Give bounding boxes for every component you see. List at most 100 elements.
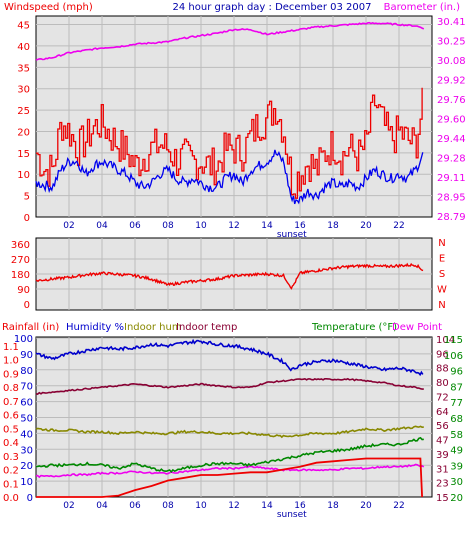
rainfall-tick-label: 0.4 bbox=[3, 438, 19, 449]
temperature-right-tick-label: 49 bbox=[450, 446, 463, 457]
humidity-tick-label: 40 bbox=[20, 429, 33, 440]
temperature-right-tick-label: 106 bbox=[444, 351, 463, 362]
humidity-line bbox=[35, 338, 424, 377]
barometer-axis-label: Barometer (in.) bbox=[384, 2, 460, 13]
temperature-right-tick-label: 115 bbox=[444, 335, 463, 346]
humidity-tick-label: 10 bbox=[20, 477, 33, 488]
barometer-line bbox=[35, 21, 425, 61]
rainfall-tick-label: 0.3 bbox=[3, 452, 19, 463]
compass-tick-label: N bbox=[438, 300, 445, 311]
barometer-tick-label: 30.25 bbox=[437, 37, 466, 48]
rainfall-tick-label: 0.1 bbox=[3, 479, 19, 490]
bottom-x-tick-label: 08 bbox=[162, 501, 174, 511]
wind-x-tick-label: 02 bbox=[63, 221, 74, 231]
barometer-tick-label: 29.44 bbox=[437, 134, 466, 145]
dew-point-line bbox=[35, 463, 425, 479]
temperature-left-tick-label: 31 bbox=[436, 464, 449, 475]
bottom-x-tick-label: 02 bbox=[63, 501, 74, 511]
wind-x-tick-label: 06 bbox=[129, 221, 141, 231]
humidity-tick-label: 60 bbox=[20, 398, 33, 409]
barometer-tick-label: 28.79 bbox=[437, 212, 466, 223]
wind-direction-grid bbox=[36, 238, 432, 310]
windspeed-tick-label: 15 bbox=[17, 149, 30, 160]
temperature-left-tick-label: 39 bbox=[436, 450, 449, 461]
wind-x-tick-label: 20 bbox=[360, 221, 372, 231]
bottom-x-tick-label: 20 bbox=[360, 501, 372, 511]
humidity-temperature-ticks: 02 04 06 08 10 12 14 16 18 20 22 sunset 0 10 20 30 40 50 6… bbox=[3, 334, 463, 520]
direction-degree-tick-label: 270 bbox=[11, 255, 30, 266]
temperature-right-tick-label: 58 bbox=[450, 430, 463, 441]
rainfall-tick-label: 0.9 bbox=[3, 369, 19, 380]
bottom-sunset-label: sunset bbox=[277, 510, 307, 520]
humidity-temperature-grid bbox=[36, 337, 432, 497]
bottom-x-tick-label: 06 bbox=[129, 501, 141, 511]
barometer-tick-label: 29.11 bbox=[437, 173, 466, 184]
barometer-tick-label: 29.28 bbox=[437, 154, 466, 165]
bottom-x-tick-label: 12 bbox=[228, 501, 239, 511]
temperature-right-tick-label: 77 bbox=[450, 398, 463, 409]
humidity-tick-label: 30 bbox=[20, 445, 33, 456]
barometer-tick-label: 29.76 bbox=[437, 95, 466, 106]
temperature-right-tick-label: 30 bbox=[450, 477, 463, 488]
wind-x-tick-label: 10 bbox=[195, 221, 207, 231]
wind-x-tick-label: 18 bbox=[327, 221, 339, 231]
direction-degree-tick-label: 0 bbox=[24, 300, 30, 311]
humidity-tick-label: 20 bbox=[20, 461, 33, 472]
wind-barometer-grid bbox=[36, 16, 432, 217]
rainfall-tick-label: 0.6 bbox=[3, 411, 19, 422]
windspeed-tick-label: 10 bbox=[17, 170, 30, 181]
rainfall-tick-label: 0.0 bbox=[3, 493, 19, 504]
rainfall-tick-label: 0.2 bbox=[3, 466, 19, 477]
temperature-right-tick-label: 20 bbox=[450, 493, 463, 504]
windspeed-tick-label: 30 bbox=[17, 85, 30, 96]
compass-tick-label: N bbox=[438, 238, 445, 249]
windspeed-tick-label: 45 bbox=[17, 21, 30, 32]
temperature-left-tick-label: 23 bbox=[436, 479, 449, 490]
temperature-left-tick-label: 47 bbox=[436, 436, 449, 447]
temperature-left-tick-label: 104 bbox=[436, 335, 455, 346]
bottom-x-tick-label: 22 bbox=[393, 501, 404, 511]
humidity-tick-label: 70 bbox=[20, 382, 33, 393]
legend-dew-point: Dew Point bbox=[392, 322, 442, 333]
compass-tick-label: S bbox=[439, 269, 445, 280]
temperature-left-tick-label: 56 bbox=[436, 421, 449, 432]
bottom-x-tick-label: 04 bbox=[96, 501, 108, 511]
wind-x-tick-label: 08 bbox=[162, 221, 174, 231]
humidity-temperature-series bbox=[35, 338, 425, 498]
windspeed-tick-label: 25 bbox=[17, 106, 30, 117]
legend-temperature: Temperature (°F) bbox=[311, 322, 397, 333]
legend-indoor-humidity: Indoor hum bbox=[124, 322, 182, 333]
wind-barometer-series bbox=[35, 21, 425, 205]
wind-x-tick-label: 16 bbox=[294, 221, 306, 231]
barometer-tick-label: 30.41 bbox=[437, 17, 466, 28]
legend-indoor-temp: Indoor temp bbox=[176, 322, 237, 333]
bottom-x-tick-label: 14 bbox=[261, 501, 273, 511]
wind-x-tick-label: 04 bbox=[96, 221, 108, 231]
wind-x-tick-label: 12 bbox=[228, 221, 239, 231]
wind-barometer-panel: 02 04 06 08 10 12 14 16 18 20 22 0 5 10 15 20 25 30 35 40 45… bbox=[17, 15, 466, 240]
legend-rainfall: Rainfall (in) bbox=[2, 322, 59, 333]
temperature-line bbox=[36, 436, 424, 474]
bottom-x-tick-label: 16 bbox=[294, 501, 306, 511]
temperature-right-tick-label: 87 bbox=[450, 382, 463, 393]
bottom-x-tick-label: 10 bbox=[195, 501, 207, 511]
windspeed-tick-label: 5 bbox=[24, 192, 30, 203]
rainfall-tick-label: 0.5 bbox=[3, 424, 19, 435]
wind-direction-series bbox=[35, 262, 424, 290]
temperature-right-tick-label: 68 bbox=[450, 414, 463, 425]
windspeed-tick-label: 35 bbox=[17, 63, 30, 74]
indoor-temperature-line bbox=[35, 377, 424, 395]
wind-x-tick-label: 14 bbox=[261, 221, 273, 231]
humidity-temperature-panel: 02 04 06 08 10 12 14 16 18 20 22 sunset 0 10 20 30 40 50 6… bbox=[3, 334, 463, 520]
temperature-left-tick-label: 15 bbox=[436, 493, 449, 504]
wind-direction-line bbox=[35, 262, 424, 290]
wind-sunset-label: sunset bbox=[277, 230, 307, 240]
direction-degree-tick-label: 180 bbox=[11, 270, 30, 281]
barometer-tick-label: 30.08 bbox=[437, 56, 466, 67]
wind-gust-line bbox=[36, 87, 423, 199]
temperature-left-tick-label: 72 bbox=[436, 392, 449, 403]
graph-title: 24 hour graph day : December 03 2007 bbox=[173, 2, 372, 13]
rainfall-tick-label: 0.8 bbox=[3, 383, 19, 394]
